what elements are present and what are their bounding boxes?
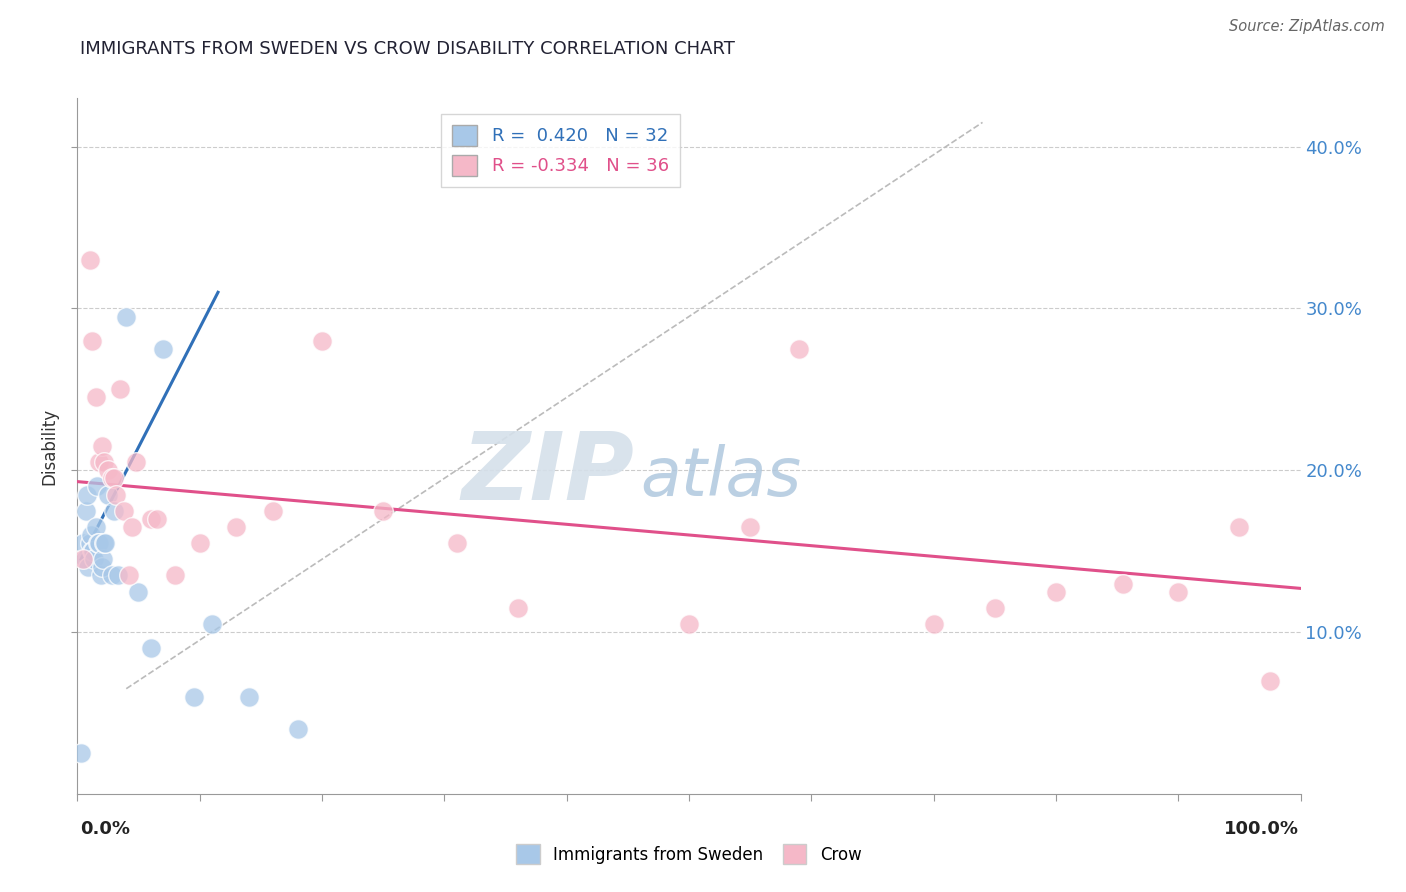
Point — [152, 342, 174, 356]
Text: IMMIGRANTS FROM SWEDEN VS CROW DISABILITY CORRELATION CHART: IMMIGRANTS FROM SWEDEN VS CROW DISABILIT… — [80, 39, 735, 57]
Point — [103, 504, 125, 518]
Point — [1167, 584, 1189, 599]
Point — [80, 528, 103, 542]
Point — [79, 252, 101, 267]
Point — [77, 560, 100, 574]
Point — [506, 600, 529, 615]
Point — [84, 391, 107, 405]
Point — [105, 487, 128, 501]
Point — [984, 600, 1007, 615]
Point — [1112, 576, 1135, 591]
Point — [93, 536, 115, 550]
Point — [103, 471, 125, 485]
Point — [93, 455, 115, 469]
Point — [371, 504, 394, 518]
Point — [125, 455, 148, 469]
Point — [73, 552, 96, 566]
Point — [72, 552, 94, 566]
Text: 0.0%: 0.0% — [80, 820, 131, 838]
Point — [90, 560, 112, 574]
Point — [139, 641, 162, 656]
Point — [70, 747, 93, 761]
Point — [100, 568, 122, 582]
Point — [121, 520, 143, 534]
Point — [118, 568, 141, 582]
Point — [94, 536, 117, 550]
Text: ZIP: ZIP — [461, 428, 634, 520]
Point — [678, 617, 700, 632]
Point — [86, 479, 108, 493]
Text: Source: ZipAtlas.com: Source: ZipAtlas.com — [1229, 20, 1385, 34]
Point — [1229, 520, 1251, 534]
Point — [922, 617, 945, 632]
Point — [100, 471, 122, 485]
Text: atlas: atlas — [640, 444, 801, 510]
Point — [201, 617, 224, 632]
Point — [108, 383, 131, 397]
Point — [183, 690, 205, 704]
Point — [287, 722, 309, 736]
Y-axis label: Disability: Disability — [41, 408, 59, 484]
Point — [107, 568, 129, 582]
Point — [225, 520, 247, 534]
Point — [80, 544, 103, 558]
Point — [83, 552, 105, 566]
Point — [97, 463, 120, 477]
Point — [787, 342, 810, 356]
Point — [90, 439, 112, 453]
Point — [1045, 584, 1067, 599]
Point — [80, 334, 103, 348]
Point — [115, 310, 138, 324]
Text: 100.0%: 100.0% — [1225, 820, 1299, 838]
Point — [446, 536, 468, 550]
Point — [84, 520, 107, 534]
Legend: R =  0.420   N = 32, R = -0.334   N = 36: R = 0.420 N = 32, R = -0.334 N = 36 — [441, 114, 679, 186]
Point — [89, 536, 111, 550]
Point — [740, 520, 762, 534]
Point — [87, 536, 110, 550]
Point — [1258, 673, 1281, 688]
Point — [128, 584, 150, 599]
Point — [97, 487, 120, 501]
Point — [82, 544, 104, 558]
Point — [79, 536, 101, 550]
Point — [165, 568, 187, 582]
Point — [311, 334, 333, 348]
Point — [91, 552, 114, 566]
Point — [76, 487, 98, 501]
Point — [188, 536, 211, 550]
Point — [262, 504, 284, 518]
Point — [89, 455, 111, 469]
Point — [72, 536, 94, 550]
Point — [90, 568, 112, 582]
Point — [112, 504, 135, 518]
Point — [238, 690, 260, 704]
Point — [146, 512, 169, 526]
Point — [139, 512, 162, 526]
Legend: Immigrants from Sweden, Crow: Immigrants from Sweden, Crow — [509, 838, 869, 871]
Point — [75, 504, 97, 518]
